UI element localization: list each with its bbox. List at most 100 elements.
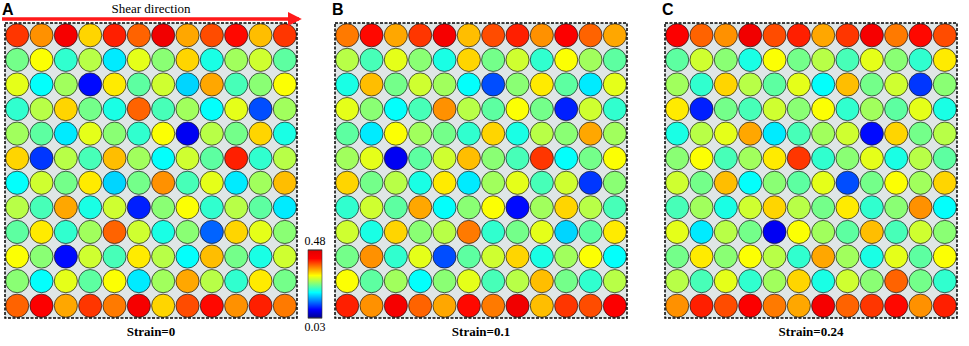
particle — [6, 270, 29, 293]
particle — [103, 270, 126, 293]
particle — [885, 24, 908, 47]
particle — [555, 122, 578, 145]
particle — [360, 171, 383, 194]
particle — [860, 220, 883, 243]
particle — [6, 73, 29, 96]
particle — [530, 24, 553, 47]
particle — [103, 171, 126, 194]
particle — [860, 294, 883, 317]
particle — [152, 24, 175, 47]
particle — [933, 171, 956, 194]
particle — [384, 147, 407, 170]
particle — [579, 73, 602, 96]
particle — [836, 73, 859, 96]
particle — [273, 270, 296, 293]
particle — [812, 245, 835, 268]
colorbar-tick-label: 0.48 — [305, 234, 326, 248]
particle — [763, 147, 786, 170]
panel-background — [665, 23, 957, 318]
particle — [30, 196, 53, 219]
particle — [273, 73, 296, 96]
particle — [787, 270, 810, 293]
particle — [812, 97, 835, 120]
particle — [457, 97, 480, 120]
particle — [103, 122, 126, 145]
particle — [200, 294, 223, 317]
particle — [860, 245, 883, 268]
particle — [860, 48, 883, 71]
particle — [885, 294, 908, 317]
particle — [433, 270, 456, 293]
colorbar-tick-label: 0.03 — [305, 320, 326, 334]
particle — [6, 97, 29, 120]
particle — [812, 270, 835, 293]
particle — [225, 171, 248, 194]
particle — [103, 220, 126, 243]
particle — [530, 147, 553, 170]
particle — [666, 196, 689, 219]
particle — [249, 122, 272, 145]
particle — [6, 147, 29, 170]
particle — [54, 48, 77, 71]
figure: AStrain=0BStrain=0.1CStrain=0.24Shear di… — [0, 0, 969, 346]
particle — [787, 220, 810, 243]
particle — [176, 97, 199, 120]
particle — [409, 245, 432, 268]
particle — [273, 294, 296, 317]
particle — [30, 220, 53, 243]
particle — [336, 270, 359, 293]
particle — [579, 245, 602, 268]
particle — [885, 147, 908, 170]
particle — [506, 171, 529, 194]
particle — [933, 48, 956, 71]
particle — [836, 220, 859, 243]
particle — [249, 245, 272, 268]
particle — [360, 73, 383, 96]
particle — [482, 196, 505, 219]
particle — [860, 196, 883, 219]
particle — [103, 196, 126, 219]
particle — [812, 24, 835, 47]
particle — [482, 97, 505, 120]
particle — [666, 245, 689, 268]
panel-caption: Strain=0.1 — [452, 324, 510, 339]
particle — [200, 97, 223, 120]
particle — [176, 147, 199, 170]
particle — [909, 294, 932, 317]
particle — [579, 196, 602, 219]
panel-label: C — [662, 1, 674, 18]
particle — [409, 196, 432, 219]
particle — [127, 196, 150, 219]
particle — [433, 294, 456, 317]
particle — [482, 147, 505, 170]
particle — [176, 48, 199, 71]
particle — [457, 270, 480, 293]
particle — [763, 294, 786, 317]
particle — [909, 48, 932, 71]
particle — [763, 48, 786, 71]
particle — [603, 147, 626, 170]
particle — [336, 171, 359, 194]
particle — [666, 48, 689, 71]
particle — [787, 294, 810, 317]
particle — [579, 270, 602, 293]
particle — [433, 48, 456, 71]
particle — [482, 270, 505, 293]
particle — [336, 24, 359, 47]
particle — [79, 97, 102, 120]
particle — [273, 122, 296, 145]
particles — [6, 24, 297, 318]
particle — [933, 294, 956, 317]
particle — [836, 196, 859, 219]
colorbar-tick — [308, 250, 322, 251]
particle — [54, 24, 77, 47]
particle — [555, 171, 578, 194]
particle — [763, 245, 786, 268]
particle — [714, 220, 737, 243]
particle — [666, 270, 689, 293]
particle — [714, 270, 737, 293]
particle — [360, 24, 383, 47]
particle — [739, 24, 762, 47]
particle — [249, 48, 272, 71]
particle — [54, 196, 77, 219]
